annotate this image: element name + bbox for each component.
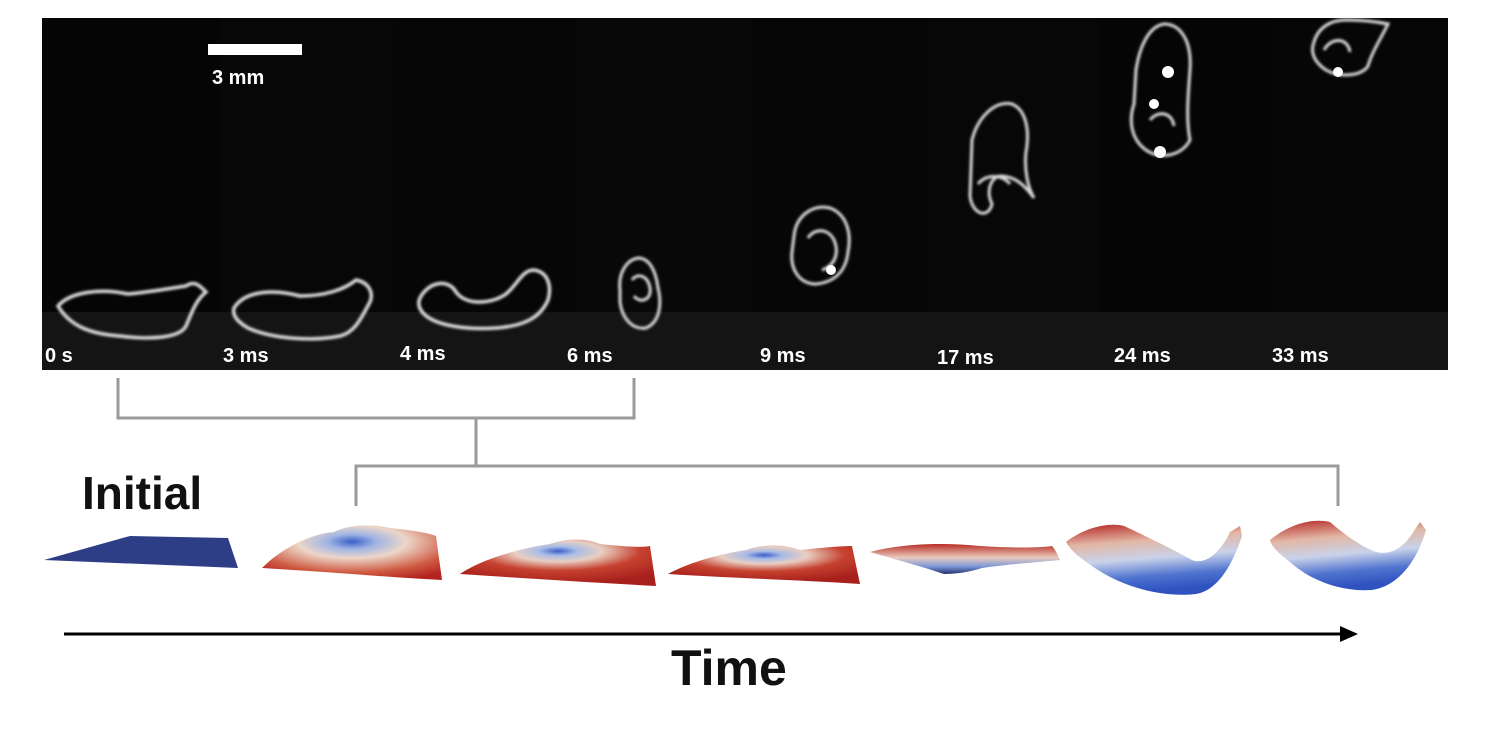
bracket-upper (116, 378, 636, 420)
bright-spot (1154, 146, 1166, 158)
frame-label-3: 6 ms (567, 345, 613, 367)
specimen-frame-3 (618, 256, 662, 330)
specimen-frame-2 (417, 268, 552, 331)
scale-bar-label: 3 mm (212, 67, 264, 89)
correspondence-bracket (116, 378, 1340, 506)
frame-label-0: 0 s (45, 345, 73, 367)
frame-6-background (1098, 18, 1272, 370)
microscopy-strip: 3 mm 0 s 3 ms 4 ms 6 ms 9 ms 17 ms 24 ms… (42, 18, 1448, 370)
bright-spot (826, 265, 836, 275)
time-arrow (64, 626, 1358, 642)
sim-sheet-2 (262, 525, 442, 580)
specimen-frame-4 (790, 205, 851, 286)
bright-spot (1149, 99, 1159, 109)
frame-label-7: 33 ms (1272, 345, 1329, 367)
sim-sheet-initial (44, 536, 238, 568)
frame-3-background (576, 18, 752, 370)
sim-sheet-4 (668, 545, 860, 584)
frame-2-background (398, 18, 576, 370)
frame-1-background (220, 18, 398, 370)
simulation-row (44, 520, 1426, 595)
specimen-frame-6 (1129, 22, 1192, 157)
frame-label-6: 24 ms (1114, 345, 1171, 367)
frame-5-background (926, 18, 1098, 370)
sim-sheet-3 (460, 539, 656, 586)
sim-sheet-7 (1270, 520, 1426, 591)
specimen-frame-7 (1311, 18, 1391, 77)
frame-label-2: 4 ms (400, 343, 446, 365)
frame-7-background (1272, 18, 1448, 370)
initial-label: Initial (82, 467, 203, 519)
sim-sheet-5 (870, 544, 1060, 574)
frame-0-background (42, 18, 220, 370)
scale-bar (208, 44, 302, 55)
substrate-band (42, 312, 1448, 370)
time-axis-label: Time (671, 640, 787, 696)
frame-label-1: 3 ms (223, 345, 269, 367)
specimen-frame-5 (968, 101, 1036, 215)
bright-spot (1333, 67, 1343, 77)
bracket-lower (354, 464, 1340, 506)
frame-label-4: 9 ms (760, 345, 806, 367)
time-arrow-head (1340, 626, 1358, 642)
specimen-frame-1 (231, 278, 373, 341)
bright-spot (1162, 66, 1174, 78)
sim-sheet-6 (1066, 524, 1242, 595)
specimen-frame-0 (55, 281, 209, 340)
frame-label-5: 17 ms (937, 347, 994, 369)
frame-4-background (752, 18, 926, 370)
